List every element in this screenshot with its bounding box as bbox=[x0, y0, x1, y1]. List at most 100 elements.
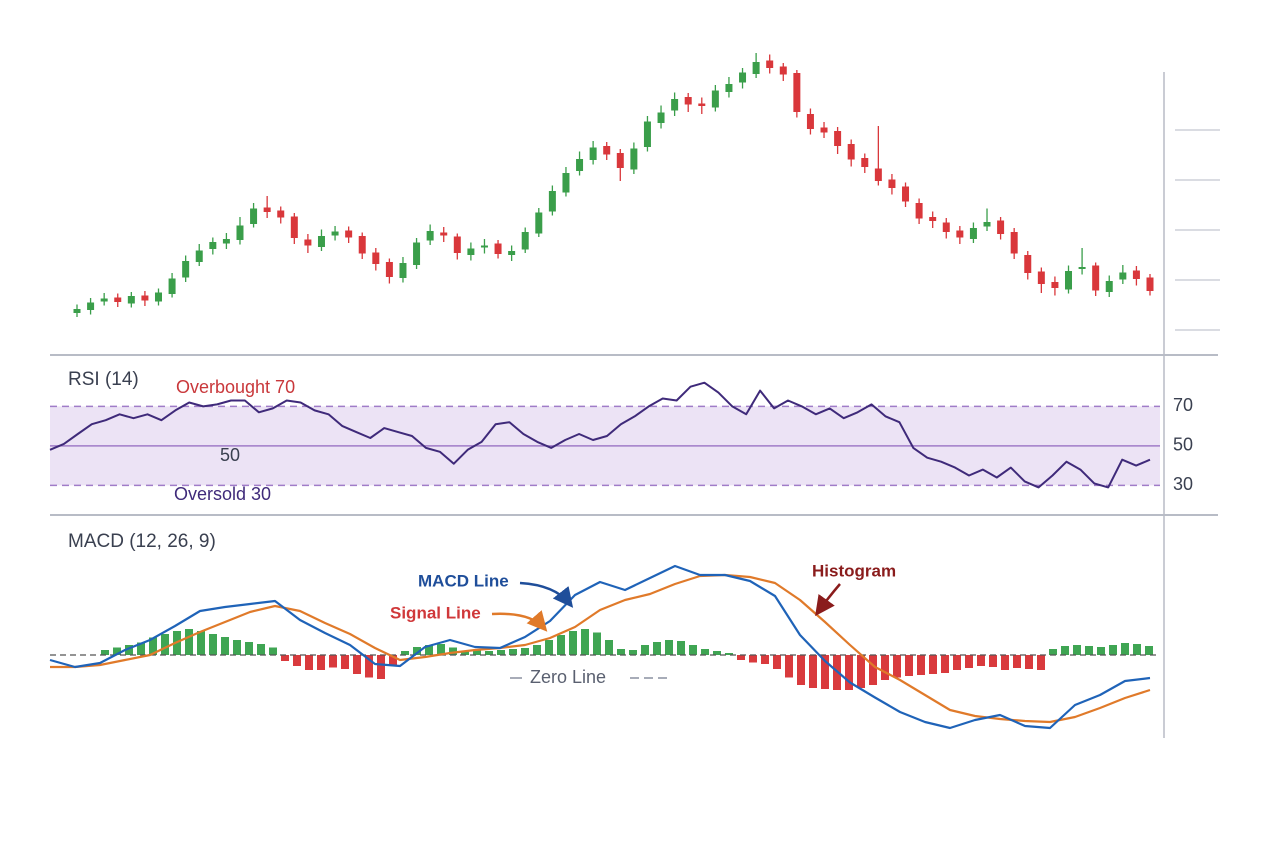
histogram-bar bbox=[245, 642, 253, 655]
candle-body bbox=[997, 220, 1005, 234]
macd-line-label: MACD Line bbox=[418, 571, 509, 590]
arrow bbox=[519, 581, 574, 608]
histogram-bar bbox=[545, 640, 553, 655]
candle-body bbox=[195, 250, 203, 262]
candle-body bbox=[1078, 267, 1086, 269]
macd-title: MACD (12, 26, 9) bbox=[68, 531, 216, 552]
histogram-bar bbox=[293, 655, 301, 666]
candle-body bbox=[87, 302, 95, 310]
histogram-bar bbox=[1085, 646, 1093, 655]
histogram-bar bbox=[101, 650, 109, 655]
histogram-bar bbox=[989, 655, 997, 667]
candle-body bbox=[317, 236, 325, 247]
histogram-bar bbox=[845, 655, 853, 690]
candle-body bbox=[725, 84, 733, 92]
histogram-bar bbox=[317, 655, 325, 670]
signal-line-label: Signal Line bbox=[390, 603, 481, 622]
candle-body bbox=[548, 191, 556, 212]
y-tick-label: 30 bbox=[1173, 474, 1193, 494]
histogram-bar bbox=[401, 651, 409, 655]
histogram-bar bbox=[785, 655, 793, 678]
candle-body bbox=[766, 60, 774, 68]
histogram-bar bbox=[533, 645, 541, 655]
histogram-bar bbox=[929, 655, 937, 674]
candle-body bbox=[467, 248, 475, 255]
histogram-bar bbox=[509, 649, 517, 655]
macd-series-line bbox=[49, 564, 1151, 730]
candle-body bbox=[1065, 271, 1073, 290]
candle-body bbox=[806, 114, 814, 129]
histogram-bar bbox=[449, 647, 457, 655]
histogram-bar bbox=[869, 655, 877, 685]
histogram-bar bbox=[653, 642, 661, 655]
histogram-bar bbox=[329, 655, 337, 668]
candle-body bbox=[385, 262, 393, 277]
candle-body bbox=[345, 230, 353, 238]
candle-body bbox=[711, 90, 719, 108]
candle-body bbox=[1051, 282, 1059, 288]
candle-body bbox=[902, 186, 910, 202]
macd-series-line bbox=[50, 573, 1151, 724]
candle-body bbox=[1024, 255, 1032, 273]
candle-body bbox=[874, 168, 882, 181]
candle-body bbox=[861, 158, 869, 167]
candle-body bbox=[698, 103, 706, 106]
histogram-bar bbox=[377, 655, 385, 679]
histogram-bar bbox=[953, 655, 961, 670]
histogram-bar bbox=[677, 641, 685, 655]
candle-body bbox=[508, 251, 516, 255]
candle-body bbox=[127, 296, 135, 304]
rsi-title: RSI (14) bbox=[68, 369, 139, 390]
histogram-bar bbox=[413, 647, 421, 655]
histogram-bar bbox=[1145, 646, 1153, 655]
histogram-bar bbox=[641, 645, 649, 655]
arrow bbox=[815, 583, 841, 617]
histogram-bar bbox=[809, 655, 817, 688]
histogram-bar bbox=[365, 655, 373, 678]
histogram-bar bbox=[761, 655, 769, 664]
histogram-bar bbox=[581, 629, 589, 655]
candle-body bbox=[603, 146, 611, 155]
candle-body bbox=[684, 97, 692, 105]
candle-body bbox=[739, 72, 747, 83]
histogram-bar bbox=[1037, 655, 1045, 670]
histogram-bar bbox=[341, 655, 349, 669]
candle-body bbox=[521, 232, 529, 250]
overbought-label: Overbought 70 bbox=[176, 377, 295, 397]
candle-body bbox=[277, 210, 285, 218]
histogram-bar bbox=[713, 651, 721, 655]
candle-body bbox=[779, 66, 787, 75]
candle-body bbox=[834, 131, 842, 146]
candle-body bbox=[929, 217, 937, 221]
candle-body bbox=[494, 243, 502, 254]
histogram-bar bbox=[1097, 647, 1105, 655]
histogram-bar bbox=[425, 645, 433, 655]
histogram-bar bbox=[197, 631, 205, 655]
candle-body bbox=[331, 231, 339, 236]
histogram-bar bbox=[125, 645, 133, 655]
candle-body bbox=[983, 222, 991, 227]
candle-body bbox=[576, 159, 584, 171]
histogram-bar bbox=[209, 634, 217, 655]
candle-body bbox=[562, 173, 570, 193]
candle-body bbox=[820, 127, 828, 133]
histogram-bar bbox=[221, 637, 229, 655]
histogram-bar bbox=[797, 655, 805, 685]
candle-body bbox=[1105, 281, 1113, 292]
histogram-bar bbox=[725, 653, 733, 655]
candle-body bbox=[888, 179, 896, 188]
histogram-bar bbox=[701, 649, 709, 655]
candle-body bbox=[168, 278, 176, 294]
histogram-bar bbox=[269, 647, 277, 655]
candle-body bbox=[1146, 277, 1154, 291]
candle-body bbox=[100, 298, 108, 302]
histogram-bar bbox=[617, 649, 625, 655]
candle-body bbox=[182, 261, 190, 278]
histogram-bar bbox=[773, 655, 781, 669]
histogram-bar bbox=[161, 634, 169, 655]
histogram-bar bbox=[521, 648, 529, 655]
histogram-bar bbox=[893, 655, 901, 678]
arrow bbox=[491, 610, 548, 632]
histogram-bar bbox=[1109, 645, 1117, 655]
candle-body bbox=[969, 228, 977, 239]
